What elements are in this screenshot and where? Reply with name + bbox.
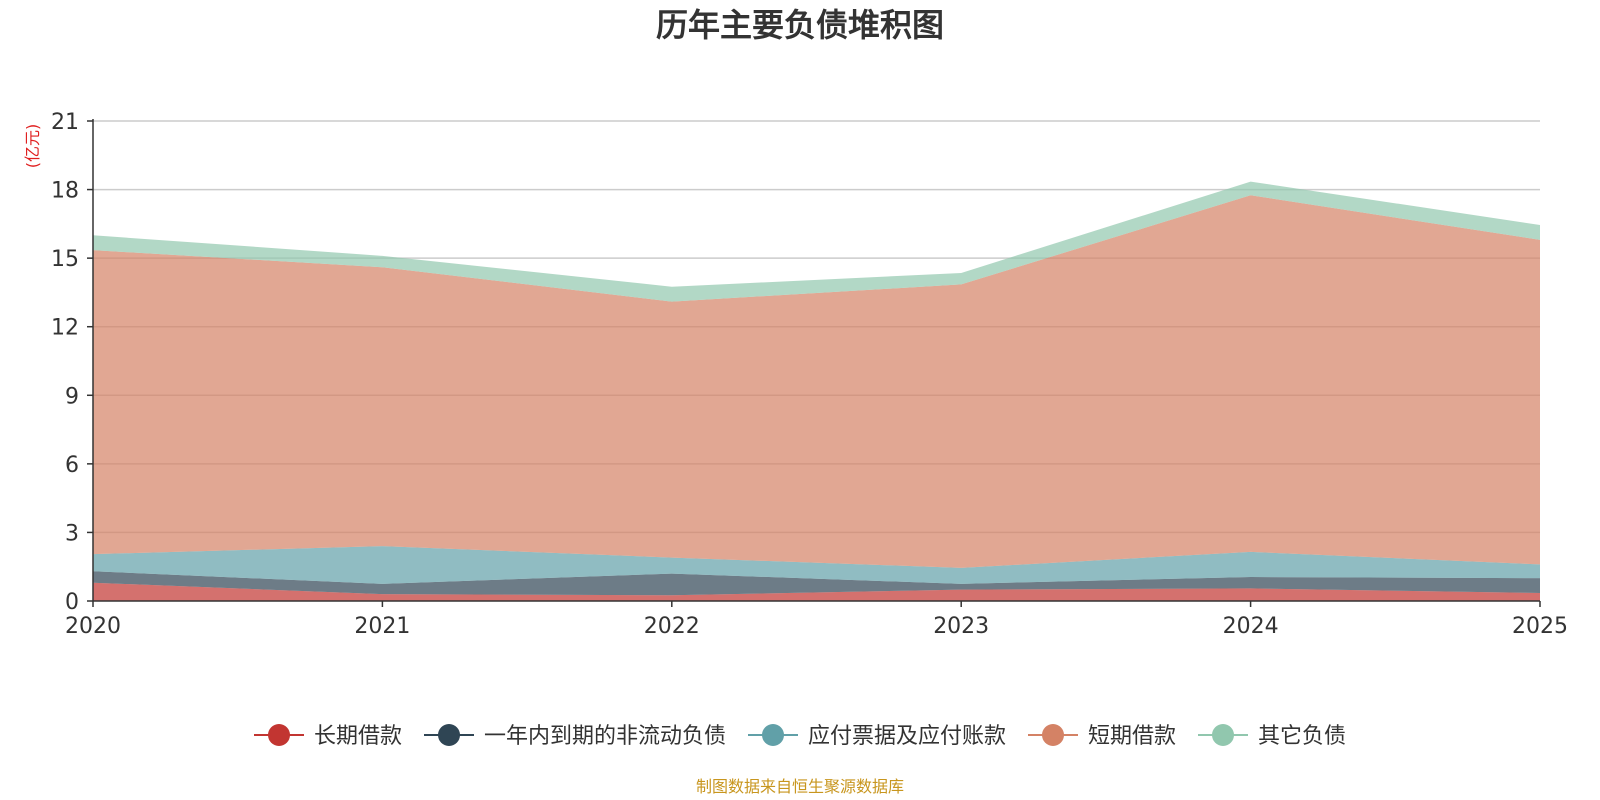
y-tick-label: 21 — [51, 110, 79, 135]
legend-label: 一年内到期的非流动负债 — [484, 724, 726, 749]
x-tick-label: 2021 — [354, 614, 410, 639]
x-tick-label: 2023 — [933, 614, 989, 639]
area-series-1 — [93, 582, 1540, 601]
legend-circle-icon — [762, 724, 784, 746]
legend-label: 应付票据及应付账款 — [808, 724, 1006, 749]
legend-label: 长期借款 — [314, 724, 402, 749]
area-series-group — [93, 181, 1540, 601]
legend-label: 短期借款 — [1088, 724, 1176, 749]
legend-circle-icon — [1042, 724, 1064, 746]
legend-label: 其它负债 — [1258, 724, 1346, 749]
area-series-5 — [93, 181, 1540, 302]
x-tick-label: 2020 — [65, 614, 121, 639]
y-tick-label: 15 — [51, 247, 79, 272]
legend-item-1[interactable]: 长期借款 — [254, 724, 402, 749]
area-series-2 — [93, 571, 1540, 596]
y-tick-label: 6 — [65, 453, 79, 478]
legend-item-4[interactable]: 短期借款 — [1028, 724, 1176, 749]
x-tick-label: 2025 — [1512, 614, 1568, 639]
x-tick-label: 2024 — [1223, 614, 1279, 639]
y-tick-label: 12 — [51, 316, 79, 341]
y-tick-label: 3 — [65, 521, 79, 546]
y-tick-label: 0 — [65, 590, 79, 615]
data-source-note: 制图数据来自恒生聚源数据库 — [696, 777, 904, 796]
y-tick-label: 9 — [65, 384, 79, 409]
axes: 0 3 6 9 12 15 18 21 2020 2021 2022 2023 2024 2025 — [51, 110, 1568, 639]
x-tick-label: 2022 — [644, 614, 700, 639]
legend: 长期借款 一年内到期的非流动负债 应付票据及应付账款 短期借款 其它负债 — [254, 724, 1346, 749]
y-axis-unit-label: (亿元) — [23, 124, 42, 169]
legend-circle-icon — [268, 724, 290, 746]
legend-circle-icon — [438, 724, 460, 746]
legend-circle-icon — [1212, 724, 1234, 746]
legend-item-3[interactable]: 应付票据及应付账款 — [748, 724, 1006, 749]
area-series-3 — [93, 546, 1540, 584]
y-tick-label: 18 — [51, 179, 79, 204]
chart-title: 历年主要负债堆积图 — [656, 6, 944, 44]
area-series-4 — [93, 195, 1540, 568]
legend-item-5[interactable]: 其它负债 — [1198, 724, 1346, 749]
legend-item-2[interactable]: 一年内到期的非流动负债 — [424, 724, 726, 749]
